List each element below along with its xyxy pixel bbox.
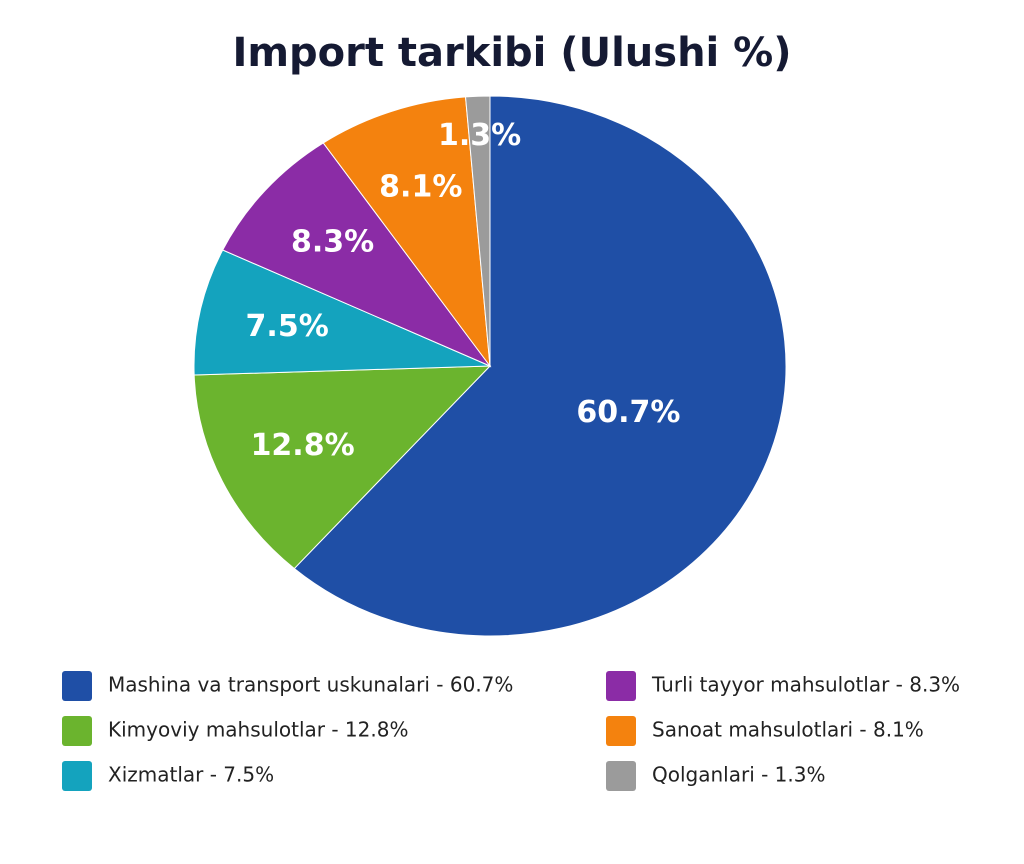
slice-label: 60.7% bbox=[576, 395, 680, 430]
legend-label: Sanoat mahsulotlari - 8.1% bbox=[652, 718, 924, 742]
pie-slice bbox=[464, 95, 491, 367]
legend-swatch bbox=[62, 671, 92, 701]
slice-label: 8.1% bbox=[379, 169, 462, 204]
slice-label: 8.3% bbox=[291, 225, 374, 260]
pie-slice bbox=[193, 365, 492, 570]
legend-swatch bbox=[606, 671, 636, 701]
slice-label: 7.5% bbox=[246, 309, 329, 344]
legend-swatch bbox=[606, 716, 636, 746]
chart-title: Import tarkibi (Ulushi %) bbox=[232, 30, 791, 76]
legend-label: Qolganlari - 1.3% bbox=[652, 763, 826, 787]
pie-slice bbox=[222, 142, 492, 368]
pie-slice bbox=[322, 96, 491, 368]
legend-label: Turli tayyor mahsulotlar - 8.3% bbox=[651, 673, 960, 697]
legend-swatch bbox=[62, 761, 92, 791]
slice-label: 12.8% bbox=[251, 428, 355, 463]
legend-label: Mashina va transport uskunalari - 60.7% bbox=[108, 673, 513, 697]
legend-swatch bbox=[606, 761, 636, 791]
legend-label: Xizmatlar - 7.5% bbox=[108, 763, 274, 787]
pie-slice bbox=[293, 95, 787, 637]
legend-label: Kimyoviy mahsulotlar - 12.8% bbox=[108, 718, 408, 742]
slice-label: 1.3% bbox=[438, 118, 521, 153]
legend-swatch bbox=[62, 716, 92, 746]
pie-slice bbox=[193, 249, 491, 376]
